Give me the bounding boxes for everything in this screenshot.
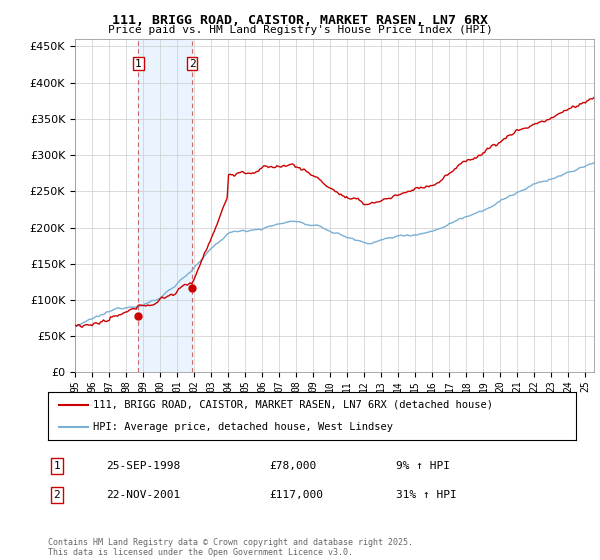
- Text: 1: 1: [135, 59, 142, 69]
- Text: 111, BRIGG ROAD, CAISTOR, MARKET RASEN, LN7 6RX: 111, BRIGG ROAD, CAISTOR, MARKET RASEN, …: [112, 14, 488, 27]
- Text: 2: 2: [53, 490, 60, 500]
- Text: 1: 1: [53, 461, 60, 471]
- Text: Contains HM Land Registry data © Crown copyright and database right 2025.
This d: Contains HM Land Registry data © Crown c…: [48, 538, 413, 557]
- Text: 111, BRIGG ROAD, CAISTOR, MARKET RASEN, LN7 6RX (detached house): 111, BRIGG ROAD, CAISTOR, MARKET RASEN, …: [93, 400, 493, 410]
- Text: £117,000: £117,000: [270, 490, 324, 500]
- Bar: [139, 39, 193, 372]
- Text: 25-SEP-1998: 25-SEP-1998: [106, 461, 181, 471]
- Text: 31% ↑ HPI: 31% ↑ HPI: [397, 490, 457, 500]
- Text: £78,000: £78,000: [270, 461, 317, 471]
- Text: 9% ↑ HPI: 9% ↑ HPI: [397, 461, 451, 471]
- Text: 2: 2: [189, 59, 196, 69]
- Text: 22-NOV-2001: 22-NOV-2001: [106, 490, 181, 500]
- Text: Price paid vs. HM Land Registry's House Price Index (HPI): Price paid vs. HM Land Registry's House …: [107, 25, 493, 35]
- Text: HPI: Average price, detached house, West Lindsey: HPI: Average price, detached house, West…: [93, 422, 393, 432]
